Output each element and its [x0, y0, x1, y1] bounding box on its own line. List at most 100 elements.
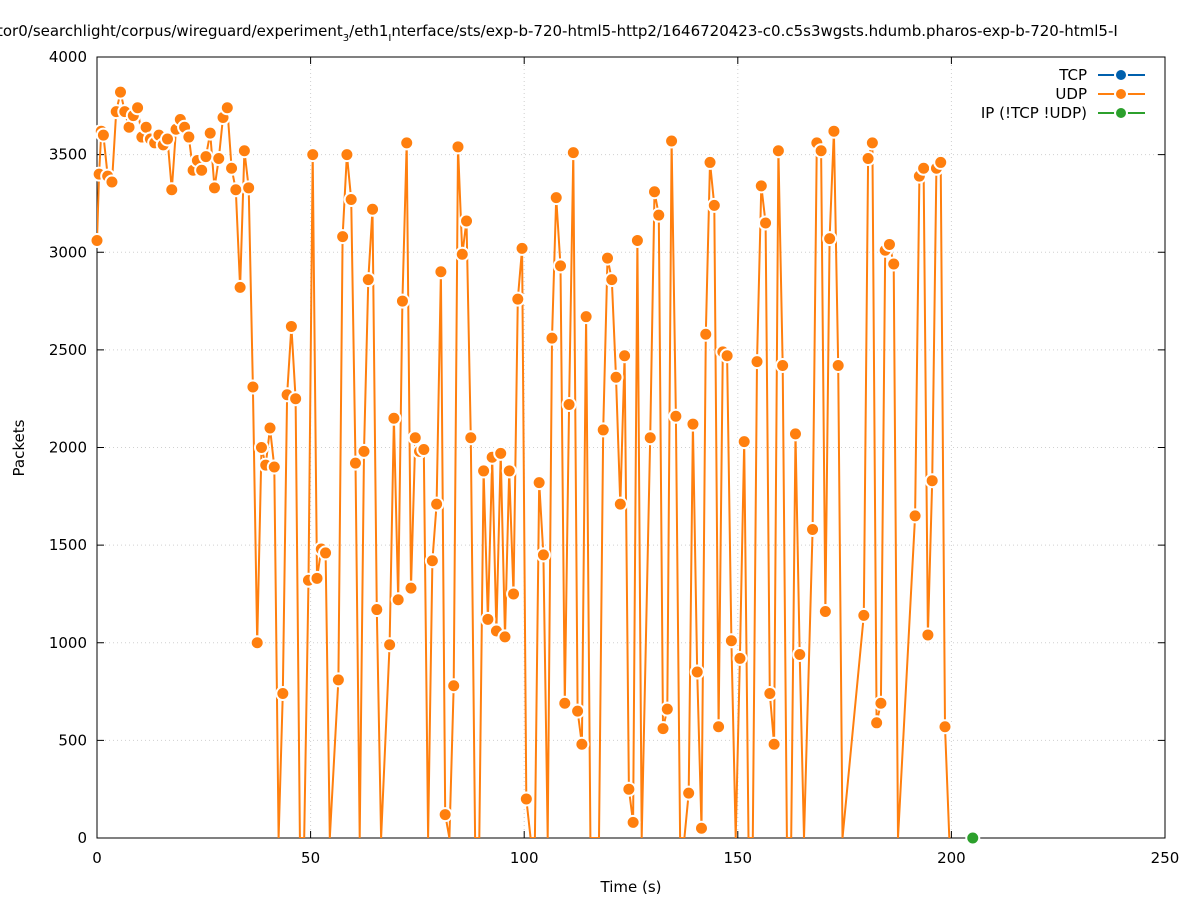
legend-marker — [1114, 87, 1128, 101]
data-point — [262, 420, 278, 436]
data-point — [446, 678, 462, 694]
data-point — [437, 807, 453, 823]
data-point — [813, 143, 829, 159]
data-point — [553, 258, 569, 274]
y-tick-label: 1000 — [49, 634, 87, 652]
data-point — [723, 633, 739, 649]
data-point — [886, 256, 902, 272]
data-point — [95, 127, 111, 143]
data-point — [574, 736, 590, 752]
data-point — [390, 592, 406, 608]
data-point — [965, 830, 981, 846]
y-tick-label: 2500 — [49, 341, 87, 359]
data-point — [608, 369, 624, 385]
data-point — [429, 496, 445, 512]
data-point — [651, 207, 667, 223]
data-point — [493, 445, 509, 461]
data-point — [130, 100, 146, 116]
data-point — [719, 348, 735, 364]
data-point — [228, 182, 244, 198]
data-point — [89, 233, 105, 249]
axes — [96, 56, 1166, 839]
data-point — [288, 391, 304, 407]
data-point — [685, 416, 701, 432]
data-point — [309, 570, 325, 586]
legend-label: IP (!TCP !UDP) — [981, 104, 1087, 122]
data-point — [112, 84, 128, 100]
data-point — [629, 233, 645, 249]
x-tick-label: 50 — [301, 849, 320, 867]
data-point — [642, 430, 658, 446]
data-point — [241, 180, 257, 196]
data-point — [860, 151, 876, 167]
data-point — [762, 686, 778, 702]
data-point — [407, 430, 423, 446]
data-point — [625, 814, 641, 830]
data-point — [869, 715, 885, 731]
legend-marker — [1114, 106, 1128, 120]
data-point — [732, 650, 748, 666]
data-point — [604, 272, 620, 288]
data-point — [711, 719, 727, 735]
data-point — [544, 330, 560, 346]
y-tick-label: 0 — [77, 829, 87, 847]
data-point — [916, 160, 932, 176]
data-point — [668, 408, 684, 424]
series-ip — [965, 830, 981, 846]
data-point — [736, 434, 752, 450]
data-point — [933, 154, 949, 170]
data-point — [343, 192, 359, 208]
legend-label: TCP — [1058, 66, 1087, 84]
data-point — [514, 240, 530, 256]
data-point — [792, 646, 808, 662]
data-point — [617, 348, 633, 364]
data-point — [693, 820, 709, 836]
data-point — [104, 174, 120, 190]
data-point — [864, 135, 880, 151]
data-point — [531, 475, 547, 491]
data-point — [548, 190, 564, 206]
plot-area — [89, 84, 981, 846]
data-point — [399, 135, 415, 151]
data-point — [318, 545, 334, 561]
data-point — [881, 236, 897, 252]
x-axis-label: Time (s) — [600, 878, 662, 896]
data-point — [476, 463, 492, 479]
data-point — [907, 508, 923, 524]
data-point — [664, 133, 680, 149]
data-point — [305, 147, 321, 163]
data-point — [817, 604, 833, 620]
data-point — [561, 397, 577, 413]
data-point — [249, 635, 265, 651]
y-tick-label: 2000 — [49, 439, 87, 457]
data-point — [655, 721, 671, 737]
tick-labels: 0 50 100 150 200 2500500100015002000250030003… — [49, 48, 1180, 867]
data-point — [202, 125, 218, 141]
data-point — [236, 143, 252, 159]
data-point — [330, 672, 346, 688]
data-point — [924, 473, 940, 489]
data-point — [416, 441, 432, 457]
data-point — [856, 607, 872, 623]
legend-label: UDP — [1055, 85, 1087, 103]
data-point — [920, 627, 936, 643]
data-point — [646, 184, 662, 200]
data-point — [937, 719, 953, 735]
data-point — [194, 162, 210, 178]
data-point — [873, 695, 889, 711]
data-point — [219, 100, 235, 116]
data-point — [433, 264, 449, 280]
data-point — [826, 123, 842, 139]
data-point — [454, 246, 470, 262]
data-point — [706, 197, 722, 213]
data-point — [612, 496, 628, 512]
data-point — [335, 229, 351, 245]
x-tick-label: 200 — [937, 849, 966, 867]
data-point — [557, 695, 573, 711]
data-point — [360, 272, 376, 288]
data-point — [681, 785, 697, 801]
data-point — [232, 279, 248, 295]
y-tick-label: 3500 — [49, 146, 87, 164]
data-point — [702, 154, 718, 170]
data-point — [518, 791, 534, 807]
